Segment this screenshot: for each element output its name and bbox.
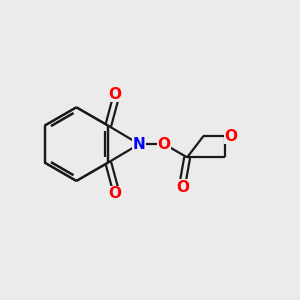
Text: O: O xyxy=(224,129,238,144)
Text: O: O xyxy=(109,87,122,102)
Text: O: O xyxy=(109,187,122,202)
Text: O: O xyxy=(158,136,171,152)
Text: N: N xyxy=(133,136,146,152)
Text: O: O xyxy=(176,180,189,195)
